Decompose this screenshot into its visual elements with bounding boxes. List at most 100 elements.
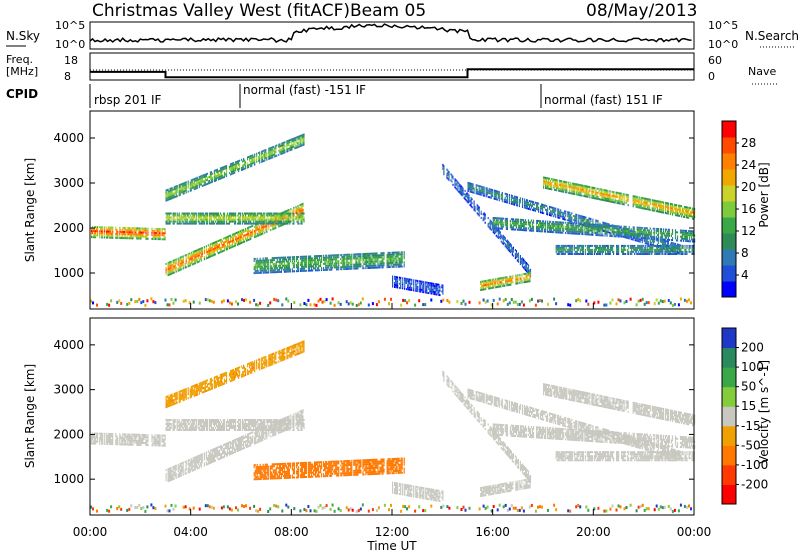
power-cell: [354, 268, 355, 270]
power-cell: [580, 192, 581, 194]
power-cell: [125, 233, 126, 235]
power-cell: [566, 181, 567, 183]
power-cell: [306, 260, 307, 262]
power-cell: [656, 202, 657, 204]
power-cell: [238, 215, 239, 217]
power-cell: [272, 261, 273, 263]
power-cell: [218, 213, 219, 215]
power-cell: [252, 231, 253, 233]
power-cell: [300, 141, 301, 143]
power-cell: [354, 264, 355, 266]
power-cell: [268, 228, 269, 230]
power-cell: [320, 265, 321, 267]
power-cell: [443, 169, 444, 171]
power-cell: [506, 276, 507, 278]
power-cell: [282, 263, 283, 265]
power-cell: [566, 187, 567, 189]
power-cell: [565, 185, 566, 187]
power-cell: [490, 190, 491, 192]
power-cell: [576, 218, 577, 220]
power-cell: [127, 233, 128, 235]
power-cell: [507, 196, 508, 198]
power-cell: [495, 278, 496, 280]
power-cell: [106, 227, 107, 229]
power-cell: [252, 233, 253, 235]
power-cell: [212, 173, 213, 175]
power-cell: [132, 231, 133, 233]
power-cell: [233, 241, 234, 243]
power-cell: [275, 221, 276, 223]
power-cell: [290, 258, 291, 260]
power-cell: [266, 155, 267, 157]
power-cell: [509, 194, 510, 196]
power-cell: [224, 221, 225, 223]
power-cell: [201, 258, 202, 260]
power-cell: [116, 229, 117, 231]
power-cell: [188, 257, 189, 259]
power-cell: [142, 234, 143, 236]
power-cell: [495, 284, 496, 286]
power-cell: [624, 195, 625, 197]
power-cell: [183, 264, 184, 266]
power-cell: [528, 266, 529, 268]
power-cell: [656, 206, 657, 208]
power-cell: [637, 196, 638, 198]
power-cell: [262, 233, 263, 235]
power-cell: [112, 233, 113, 235]
power-cell: [543, 185, 544, 187]
power-cell: [157, 238, 158, 240]
power-cell: [476, 186, 477, 188]
power-cell: [557, 179, 558, 181]
power-cell: [177, 189, 178, 191]
power-cell: [595, 191, 596, 193]
power-cell: [268, 261, 269, 263]
power-cell: [583, 189, 584, 191]
power-cell: [518, 259, 519, 261]
power-cell: [276, 219, 277, 221]
noise-left-tick-bottom: 10^0: [55, 38, 85, 51]
power-cell: [203, 221, 204, 223]
power-cell: [340, 258, 341, 260]
power-cell: [306, 270, 307, 272]
power-cell: [175, 221, 176, 223]
power-cell: [613, 197, 614, 199]
power-cell: [554, 187, 555, 189]
power-cell: [151, 228, 152, 230]
power-cell: [524, 199, 525, 201]
power-cell: [558, 186, 559, 188]
power-cell: [285, 215, 286, 217]
power-cell: [226, 217, 227, 219]
power-cell: [221, 215, 222, 217]
power-cell: [202, 251, 203, 253]
power-cell: [592, 221, 593, 223]
power-cell: [543, 212, 544, 214]
freq-panel-frame: [90, 53, 694, 80]
power-cell: [233, 245, 234, 247]
power-cell: [132, 237, 133, 239]
power-cell: [302, 205, 303, 207]
power-cell: [173, 215, 174, 217]
power-cell: [196, 217, 197, 219]
power-cell: [309, 256, 310, 258]
power-cell: [246, 221, 247, 223]
power-cell: [360, 263, 361, 265]
power-cell: [264, 221, 265, 223]
power-cell: [641, 207, 642, 209]
power-cell: [102, 228, 103, 230]
power-cell: [479, 211, 480, 213]
power-cell: [372, 259, 373, 261]
power-cell: [183, 266, 184, 268]
power-cell: [289, 267, 290, 269]
power-cell: [301, 223, 302, 225]
power-cell: [617, 194, 618, 196]
power-cell: [176, 267, 177, 269]
power-cell: [490, 226, 491, 228]
power-cell: [266, 159, 267, 161]
power-cell: [97, 226, 98, 228]
power-cell: [609, 192, 610, 194]
power-cell: [356, 259, 357, 261]
power-cell: [628, 196, 629, 198]
power-cell: [303, 221, 304, 223]
power-cell: [259, 156, 260, 158]
power-cell: [218, 248, 219, 250]
